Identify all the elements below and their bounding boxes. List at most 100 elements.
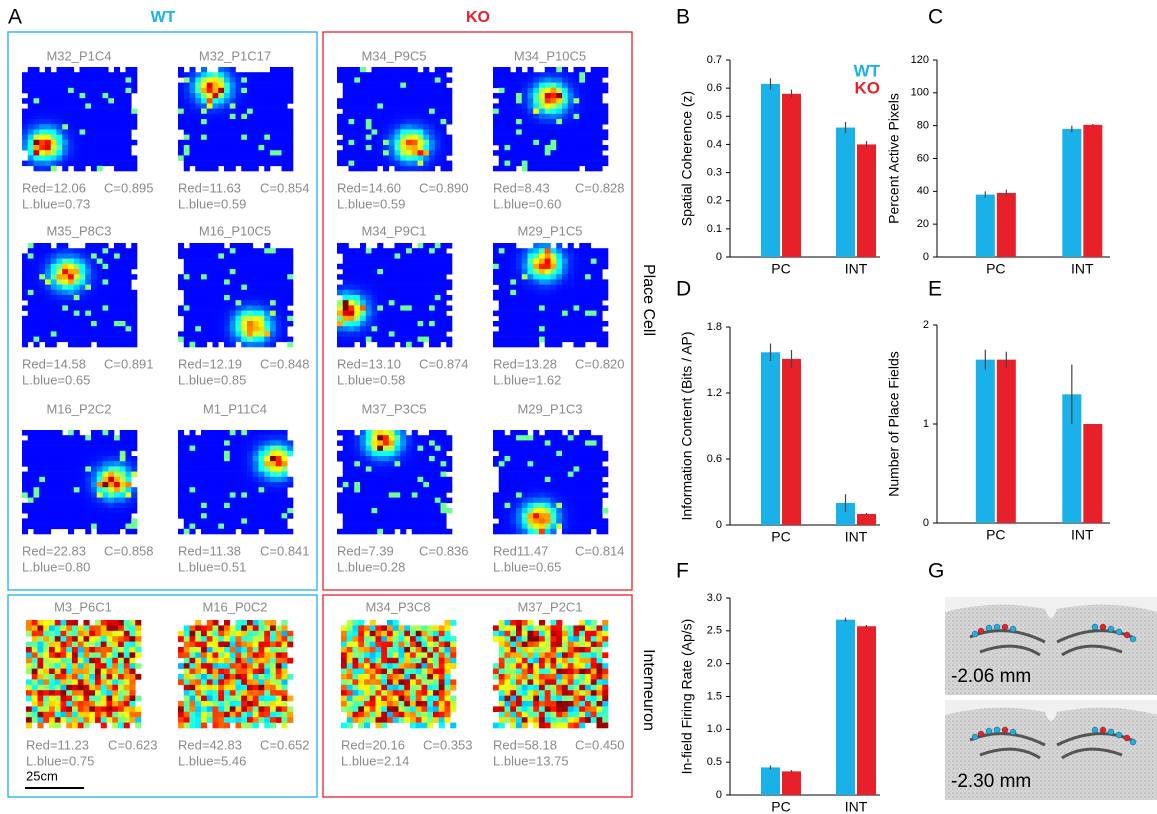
heatmap-cell [446,98,452,104]
heatmap-cell [400,285,406,291]
heatmap-cell [366,109,372,115]
heatmap-cell [579,135,585,141]
heatmap-cell [510,77,516,83]
heatmap-cell [130,631,136,637]
heatmap-cell [103,155,109,161]
heatmap-cell [574,67,580,73]
heatmap-cell [423,129,429,135]
heatmap-cell [201,636,207,642]
heatmap-cell [72,652,78,658]
heatmap-cell [120,290,126,296]
heatmap-cell [551,119,557,125]
heatmap-cell [213,647,219,653]
heatmap-cell [264,124,270,130]
heatmap-cell [108,482,114,488]
heatmap-cell [97,243,103,249]
heatmap-cell [337,124,343,130]
heatmap-cell [493,331,499,337]
heatmap-cell [282,326,288,332]
heatmap-cell [247,456,253,462]
heatmap-cell [556,259,562,265]
heatmap-cell [190,696,196,702]
heatmap-cell [556,264,562,270]
heatmap-cell [579,140,585,146]
heatmap-cell [89,669,95,675]
heatmap-cell [585,337,591,343]
heatmap-cell [247,679,253,685]
heatmap-cell [213,103,219,109]
heatmap-cell [236,274,242,280]
heatmap-cell [253,513,259,519]
heatmap-cell [270,518,276,524]
heatmap-cell [184,636,190,642]
heatmap-cell [224,524,230,530]
heatmap-cell [493,243,499,249]
heatmap-cell [74,109,80,115]
heatmap-cell [190,243,196,249]
heatmap-cell [499,337,505,343]
heatmap-cell [360,461,366,467]
heatmap-cell [57,337,63,343]
heatmap-cell [241,114,247,120]
heatmap-cell [62,140,68,146]
heatmap-cell [400,259,406,265]
heatmap-cell [207,248,213,254]
heatmap-cell [276,269,282,275]
heatmap-cell [224,487,230,493]
heatmap-cell [349,498,355,504]
heatmap-cell [337,285,343,291]
heatmap-cell [190,690,196,696]
heatmap-cell [412,114,418,120]
heatmap-cell [126,274,132,280]
heatmap-cell [236,430,242,436]
heatmap-cell [528,93,534,99]
heatmap-cell [108,518,114,524]
heatmap-cell [103,285,109,291]
heatmap-cell [270,492,276,498]
heatmap-cell [533,337,539,343]
heatmap-cell [28,461,34,467]
heatmap-cell [551,295,557,301]
heatmap-cell [389,279,395,285]
heatmap-cell [435,440,441,446]
heatmap-cell [343,440,349,446]
heatmap-cell [429,119,435,125]
heatmap-cell [91,83,97,89]
heatmap-cell [72,723,78,729]
heatmap-cell [51,114,57,120]
heatmap-cell [372,446,378,452]
heatmap-cell [591,166,597,172]
heatmap-cell [400,103,406,109]
heatmap-cell [282,701,288,707]
heatmap-cell [354,253,360,259]
heatmap-cell [389,145,395,151]
heatmap-cell [395,109,401,115]
heatmap-cell [34,140,40,146]
heatmap-cell [101,620,107,626]
heatmap-cell [108,440,114,446]
heatmap-cell [201,316,207,322]
heatmap-cell [400,461,406,467]
heatmap-cell [224,248,230,254]
heatmap-cell [34,466,40,472]
heatmap-cell [435,279,441,285]
heatmap-cell [114,83,120,89]
heatmap-cell [574,342,580,348]
heatmap-cell [114,243,120,249]
heatmap-cell [178,93,184,99]
heatmap-cell [74,279,80,285]
heatmap-cell [574,331,580,337]
heatmap-cell [276,88,282,94]
heatmap-cell [34,451,40,457]
heatmap-cell [224,129,230,135]
heatmap-cell [218,285,224,291]
heatmap-cell [126,492,132,498]
heatmap-cell [184,124,190,130]
heatmap-cell [97,285,103,291]
heatmap-cell [259,696,265,702]
heatmap-cell [39,98,45,104]
heatmap-cell [247,440,253,446]
heatmap-cell [195,513,201,519]
heatmap-cell [270,93,276,99]
heatmap-cell [493,114,499,120]
